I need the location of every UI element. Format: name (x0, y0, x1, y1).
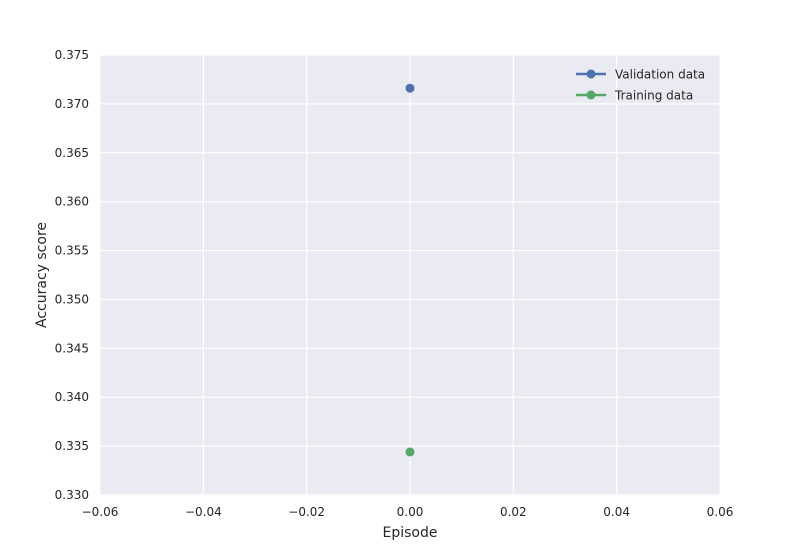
y-tick-label: 0.335 (55, 439, 89, 453)
legend-swatch-marker (586, 69, 596, 79)
data-series (405, 83, 415, 457)
x-tick-label: 0.02 (500, 505, 527, 519)
legend-swatch-marker (586, 90, 596, 100)
x-tick-label: −0.04 (185, 505, 222, 519)
y-tick-labels: 0.330 0.335 0.340 0.345 0.350 0.355 0.360 0.365… (55, 48, 89, 502)
x-axis-label: Episode (383, 525, 438, 541)
legend-item: Training data (576, 89, 693, 103)
y-tick-label: 0.345 (55, 341, 89, 355)
x-tick-labels: −0.06 −0.04 −0.02 0.00 0.02 0.04 0.06 (82, 505, 734, 519)
series-1 (405, 447, 415, 457)
y-tick-label: 0.355 (55, 244, 89, 258)
legend: Validation data Training data (576, 68, 705, 103)
series-0 (405, 83, 415, 93)
data-point (405, 83, 415, 93)
data-point (405, 447, 415, 457)
x-tick-label: 0.06 (707, 505, 734, 519)
y-tick-label: 0.375 (55, 48, 89, 62)
y-tick-label: 0.330 (55, 488, 89, 502)
legend-label: Training data (614, 89, 693, 103)
y-axis-label: Accuracy score (34, 222, 50, 328)
y-tick-label: 0.360 (55, 195, 89, 209)
x-tick-label: 0.00 (397, 505, 424, 519)
x-tick-label: 0.04 (603, 505, 630, 519)
legend-item: Validation data (576, 68, 705, 82)
y-tick-label: 0.365 (55, 146, 89, 160)
y-tick-label: 0.350 (55, 292, 89, 306)
y-tick-label: 0.370 (55, 97, 89, 111)
y-tick-label: 0.340 (55, 390, 89, 404)
x-tick-label: −0.06 (82, 505, 119, 519)
grid-lines (99, 54, 721, 496)
x-tick-label: −0.02 (288, 505, 325, 519)
legend-label: Validation data (615, 68, 705, 82)
